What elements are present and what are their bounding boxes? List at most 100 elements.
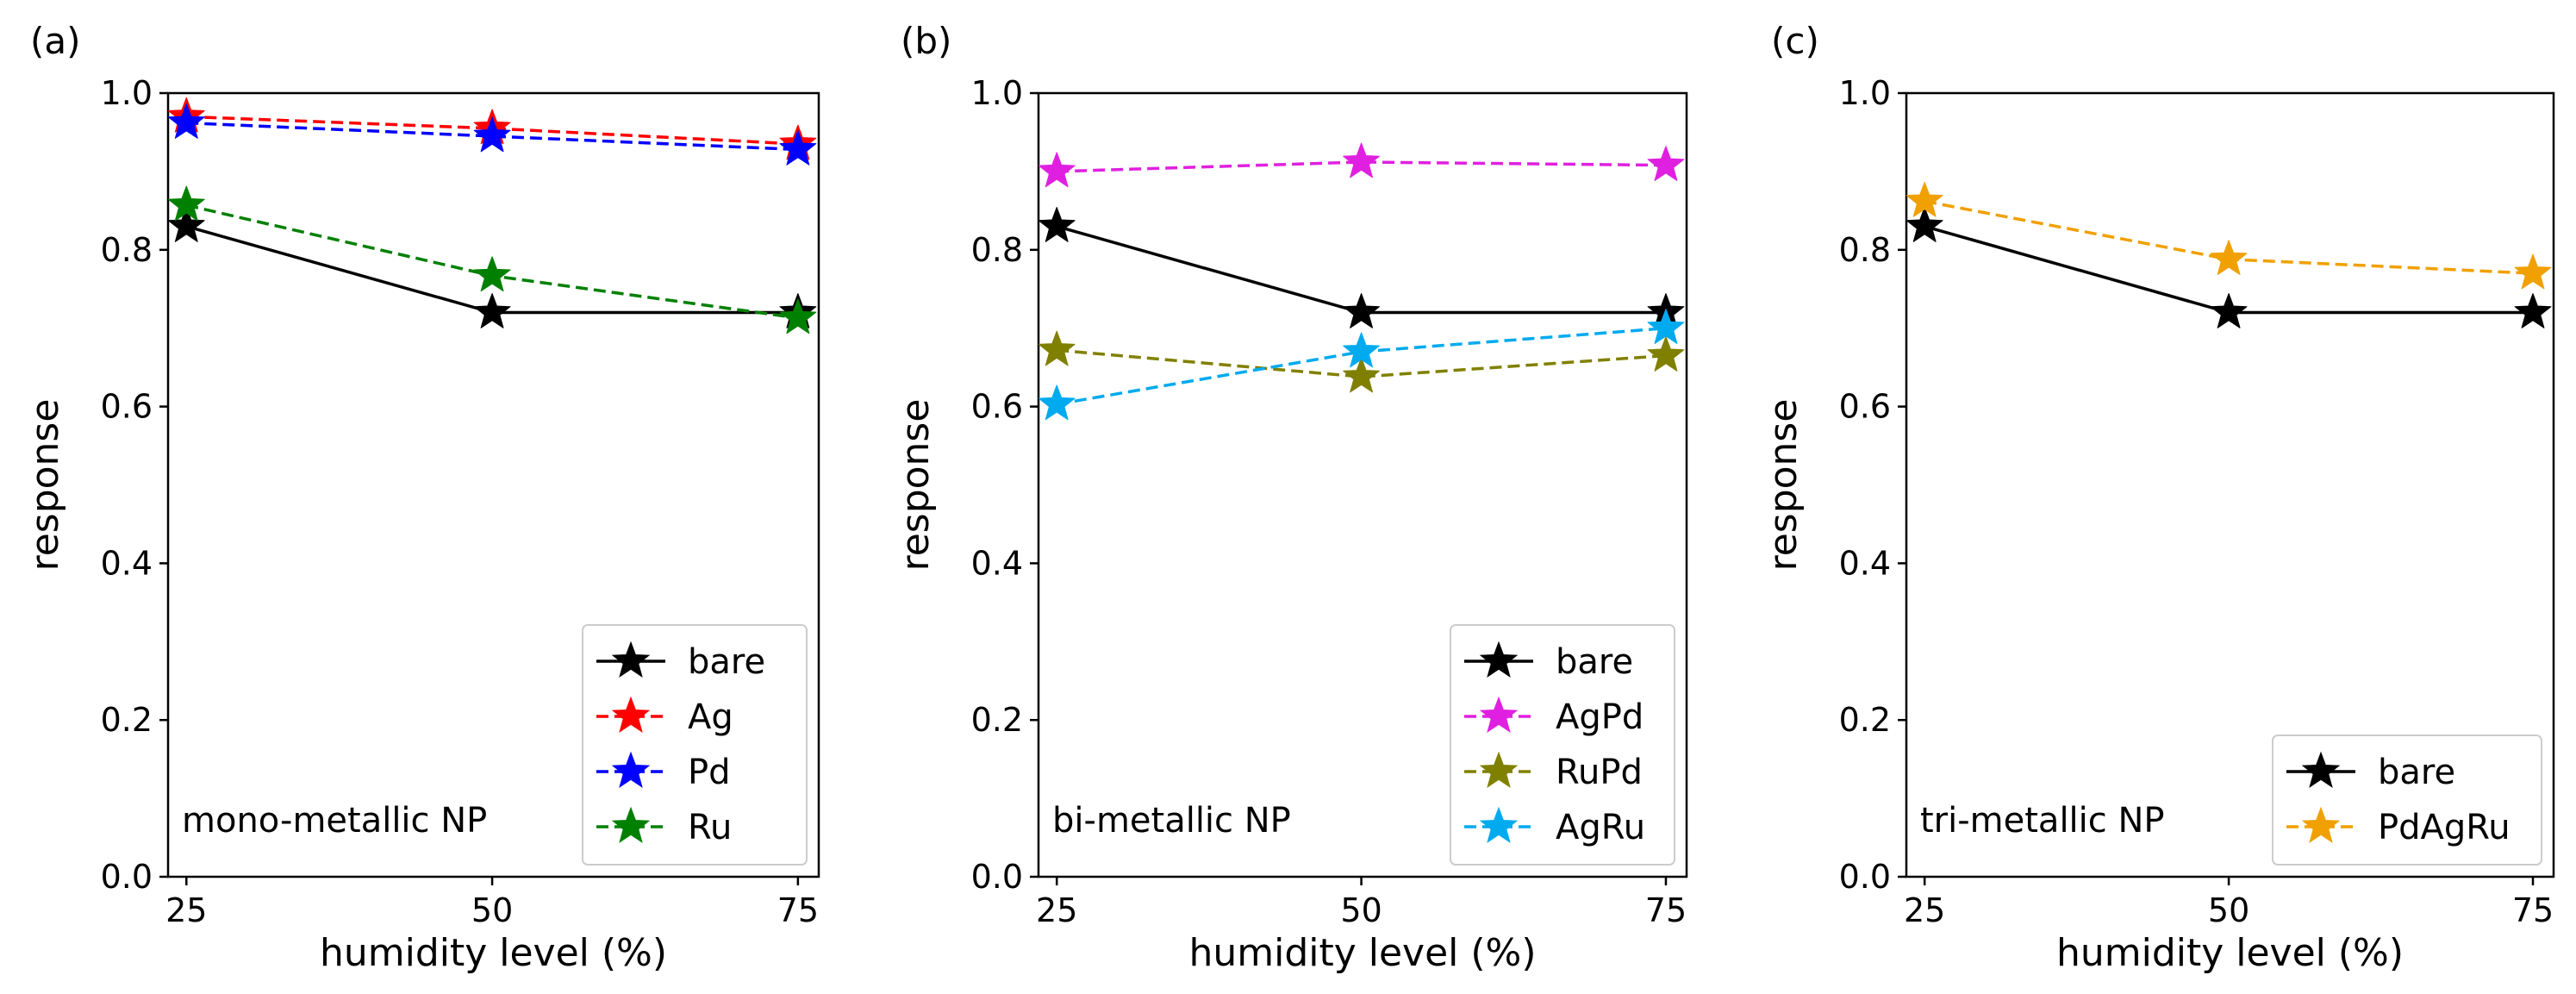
y-tick-label: 0.8 xyxy=(101,231,153,269)
data-point xyxy=(1647,146,1685,181)
series-RuPd xyxy=(1038,330,1685,393)
y-tick-label: 0.8 xyxy=(1839,231,1891,269)
x-tick-label: 50 xyxy=(2208,891,2249,929)
series-bare xyxy=(1905,207,2552,328)
y-axis-title: response xyxy=(894,399,938,572)
legend-box xyxy=(1450,624,1675,866)
x-axis-title: humidity level (%) xyxy=(320,931,667,975)
y-tick-label: 0.6 xyxy=(1839,388,1891,426)
x-tick-label: 75 xyxy=(2512,891,2554,929)
x-tick-label: 50 xyxy=(471,891,513,929)
legend: bare PdAgRu xyxy=(2272,735,2542,866)
chart-annotation: mono-metallic NP xyxy=(182,801,487,841)
legend-marker xyxy=(1479,806,1519,843)
data-point xyxy=(2514,253,2552,290)
legend-marker xyxy=(1479,751,1519,788)
legend-label: Ag xyxy=(688,697,733,737)
chart-panel-2: (b) 0.0 0.2 0.4 0.6 0.8 1.0 25 50 75 humidity leve… xyxy=(894,20,1688,975)
chart-panel-3: (c) 0.0 0.2 0.4 0.6 0.8 1.0 25 50 75 humidity leve… xyxy=(1762,20,2555,975)
y-tick-label: 1.0 xyxy=(101,74,153,112)
series-line xyxy=(1057,160,1666,173)
y-tick-label: 0.4 xyxy=(1839,544,1891,582)
data-point xyxy=(473,116,511,153)
legend-label: RuPd xyxy=(1556,753,1643,792)
y-tick-label: 0.2 xyxy=(1839,701,1891,739)
legend-marker xyxy=(611,696,651,733)
data-point xyxy=(473,256,511,292)
series-AgPd xyxy=(1038,142,1685,188)
series-line xyxy=(186,115,798,146)
legend-label: bare xyxy=(1556,642,1633,682)
data-point xyxy=(2514,293,2552,328)
data-point xyxy=(1343,142,1381,178)
x-tick-label: 75 xyxy=(1645,891,1687,929)
data-point xyxy=(167,185,205,222)
series-Ru xyxy=(167,185,817,334)
legend-box xyxy=(582,624,808,866)
legend-label: AgRu xyxy=(1556,808,1645,847)
data-point xyxy=(1038,330,1076,366)
y-tick-label: 0.0 xyxy=(101,858,153,896)
legend-marker xyxy=(611,806,651,843)
x-tick-label: 25 xyxy=(1904,891,1945,929)
data-point xyxy=(2210,240,2248,276)
legend-label: PdAgRu xyxy=(2378,808,2511,847)
data-point xyxy=(1343,293,1381,328)
data-point xyxy=(779,129,817,166)
series-PdAgRu xyxy=(1905,181,2552,290)
series-line xyxy=(186,121,798,152)
legend-label: Pd xyxy=(688,753,731,792)
y-tick-label: 1.0 xyxy=(971,74,1023,112)
legend-label: AgPd xyxy=(1556,697,1644,737)
legend-marker xyxy=(2301,751,2341,788)
y-tick-label: 0.2 xyxy=(101,701,153,739)
y-tick-label: 0.0 xyxy=(1839,858,1891,896)
legend-label: bare xyxy=(688,642,765,682)
data-point xyxy=(167,207,205,242)
x-tick-label: 25 xyxy=(165,891,207,929)
legend-marker xyxy=(1479,641,1519,678)
data-point xyxy=(1038,207,1076,242)
legend-marker xyxy=(611,641,651,678)
x-tick-label: 50 xyxy=(1340,891,1382,929)
legend: bare AgPd RuPd AgRu xyxy=(1450,624,1675,866)
x-axis-title: humidity level (%) xyxy=(2056,931,2404,975)
series-bare xyxy=(1038,207,1685,328)
data-point xyxy=(1905,181,1943,217)
y-tick-label: 0.2 xyxy=(971,701,1023,739)
panel-label: (a) xyxy=(30,20,81,62)
y-tick-label: 0.4 xyxy=(101,544,153,582)
chart-annotation: tri-metallic NP xyxy=(1920,801,2165,841)
series-AgRu xyxy=(1038,309,1685,421)
series-Pd xyxy=(167,103,817,166)
panel-label: (b) xyxy=(901,20,951,62)
y-axis-title: response xyxy=(1762,399,1806,572)
legend-marker xyxy=(1479,696,1519,733)
legend-box xyxy=(2272,735,2542,866)
x-axis-title: humidity level (%) xyxy=(1188,931,1536,975)
series-line xyxy=(1057,348,1667,378)
chart-panel-1: (a) 0.0 0.2 0.4 0.6 0.8 1.0 25 50 75 humidity leve… xyxy=(23,20,820,975)
data-point xyxy=(1038,152,1076,188)
data-point xyxy=(779,298,817,334)
y-tick-label: 0.8 xyxy=(971,231,1023,269)
y-tick-label: 0.0 xyxy=(971,858,1023,896)
legend-label: Ru xyxy=(688,808,732,847)
data-point xyxy=(1343,332,1381,368)
legend-marker xyxy=(2301,806,2341,843)
data-point xyxy=(1038,384,1076,421)
plot-frame xyxy=(166,91,820,878)
y-tick-label: 0.6 xyxy=(971,388,1023,426)
data-point xyxy=(1647,309,1685,344)
data-point xyxy=(1343,357,1381,393)
legend-marker xyxy=(611,751,651,788)
chart-annotation: bi-metallic NP xyxy=(1052,801,1291,841)
y-tick-label: 1.0 xyxy=(1839,74,1891,112)
plot-frame xyxy=(1905,91,2555,878)
y-tick-label: 0.4 xyxy=(971,544,1023,582)
data-point xyxy=(1905,207,1943,242)
y-axis-title: response xyxy=(23,399,67,572)
plot-frame xyxy=(1037,91,1688,878)
data-point xyxy=(473,293,511,328)
